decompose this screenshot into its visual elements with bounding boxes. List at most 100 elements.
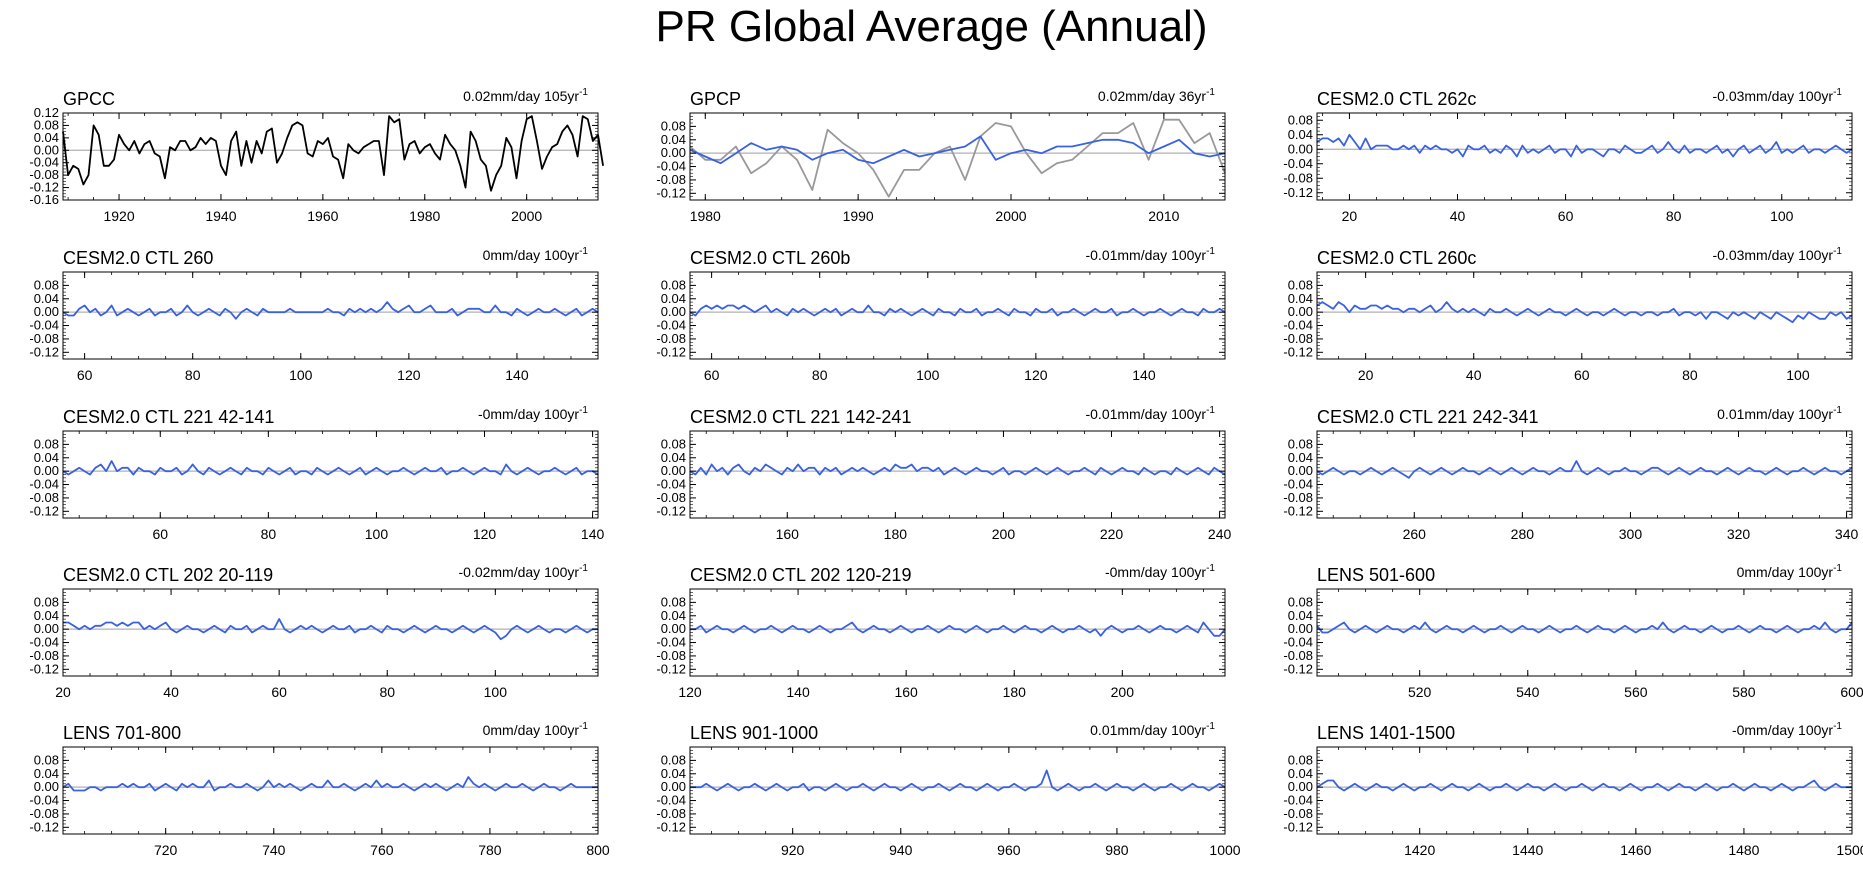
x-tick-label: 1500 bbox=[1836, 842, 1863, 858]
panel-title: CESM2.0 CTL 221 42-141 bbox=[63, 407, 274, 427]
y-tick-label: 0.08 bbox=[1288, 277, 1313, 292]
series-line bbox=[62, 301, 599, 320]
x-tick-label: 140 bbox=[1132, 367, 1156, 383]
series-line bbox=[689, 463, 1226, 476]
chart-panel: 160 180 200 220 2400.080.040.00-0.04-0.08-0.… bbox=[656, 405, 1231, 542]
chart-panel: 1980 1990 2000 2010 0.080.040.00-0.04-0.08-0… bbox=[656, 87, 1226, 224]
x-tick-label: 180 bbox=[884, 526, 908, 542]
x-tick-label: 560 bbox=[1624, 684, 1648, 700]
chart-panel: 120 140 160 180 200 0.080.040.00-0.04-0.08-0.… bbox=[656, 563, 1226, 700]
figure-title: PR Global Average (Annual) bbox=[655, 2, 1208, 51]
y-tick-label: 0.08 bbox=[661, 436, 686, 451]
trend-exponent: -1 bbox=[579, 721, 588, 732]
x-tick-label: 760 bbox=[370, 842, 394, 858]
y-tick-label: -0.04 bbox=[1283, 156, 1313, 171]
y-tick-label: -0.08 bbox=[1283, 331, 1313, 346]
y-tick-label: -0.12 bbox=[1283, 503, 1313, 518]
trend-label: -0.02mm/day 100yr-1 bbox=[458, 563, 588, 580]
plot-frame bbox=[62, 588, 599, 677]
panel-title: CESM2.0 CTL 202 20-119 bbox=[63, 565, 273, 585]
trend-exponent: -1 bbox=[1833, 721, 1842, 732]
y-tick-label: -0.12 bbox=[29, 344, 59, 359]
y-tick-label: -0.04 bbox=[656, 318, 686, 333]
trend-label: -0.01mm/day 100yr-1 bbox=[1085, 405, 1215, 422]
x-tick-label: 140 bbox=[505, 367, 529, 383]
x-tick-label: 20 bbox=[1342, 208, 1358, 224]
x-tick-label: 1990 bbox=[843, 208, 874, 224]
x-tick-label: 20 bbox=[1358, 367, 1374, 383]
y-tick-label: 0.00 bbox=[1288, 779, 1313, 794]
x-tick-label: 240 bbox=[1208, 526, 1232, 542]
trend-label: -0mm/day 100yr-1 bbox=[1105, 563, 1215, 580]
y-tick-label: -0.04 bbox=[29, 155, 59, 170]
y-tick-label: 0.08 bbox=[661, 752, 686, 767]
series-line bbox=[689, 304, 1226, 317]
y-tick-label: 0.00 bbox=[34, 621, 59, 636]
trend-exponent: -1 bbox=[1206, 721, 1215, 732]
y-tick-label: 0.00 bbox=[661, 145, 686, 160]
y-tick-label: 0.08 bbox=[1288, 112, 1313, 127]
plot-frame bbox=[689, 430, 1226, 519]
x-tick-label: 60 bbox=[1558, 208, 1574, 224]
trend-exponent: -1 bbox=[1833, 246, 1842, 257]
x-tick-label: 320 bbox=[1727, 526, 1751, 542]
x-tick-label: 1000 bbox=[1209, 842, 1240, 858]
x-tick-label: 80 bbox=[1666, 208, 1682, 224]
chart-panel: 60 80 100 120 140 0.080.040.00-0.04-0.08-0.12… bbox=[656, 246, 1226, 383]
plot-frame bbox=[1316, 588, 1853, 677]
plot-frame bbox=[62, 271, 599, 360]
x-tick-label: 60 bbox=[152, 526, 168, 542]
trend-value: 0mm/day 100yr bbox=[483, 722, 580, 738]
y-tick-label: 0.08 bbox=[34, 277, 59, 292]
panel-title: CESM2.0 CTL 260 bbox=[63, 248, 213, 268]
series-line bbox=[1316, 621, 1853, 634]
plot-frame bbox=[689, 588, 1226, 677]
y-tick-label: -0.08 bbox=[29, 331, 59, 346]
y-tick-label: -0.12 bbox=[1283, 185, 1313, 200]
y-tick-label: -0.04 bbox=[1283, 635, 1313, 650]
panel-title: CESM2.0 CTL 221 242-341 bbox=[1317, 407, 1538, 427]
x-tick-label: 100 bbox=[1786, 367, 1810, 383]
series-line bbox=[62, 115, 604, 192]
plot-frame bbox=[62, 112, 599, 201]
x-tick-label: 200 bbox=[1111, 684, 1135, 700]
y-tick-label: 0.08 bbox=[34, 594, 59, 609]
y-tick-label: -0.04 bbox=[656, 635, 686, 650]
y-tick-label: 0.04 bbox=[34, 130, 59, 145]
y-tick-label: 0.08 bbox=[661, 594, 686, 609]
y-tick-label: 0.08 bbox=[34, 117, 59, 132]
x-tick-label: 2000 bbox=[511, 208, 542, 224]
trend-value: -0.01mm/day 100yr bbox=[1085, 406, 1206, 422]
x-tick-label: 140 bbox=[786, 684, 810, 700]
trend-label: 0.01mm/day 100yr-1 bbox=[1717, 405, 1842, 422]
y-tick-label: -0.04 bbox=[1283, 477, 1313, 492]
y-tick-label: 0.08 bbox=[1288, 436, 1313, 451]
y-tick-label: 0.04 bbox=[1288, 766, 1313, 781]
y-tick-label: 0.04 bbox=[1288, 291, 1313, 306]
trend-value: -0.01mm/day 100yr bbox=[1085, 247, 1206, 263]
y-tick-label: 0.04 bbox=[661, 608, 686, 623]
panel-title: LENS 701-800 bbox=[63, 723, 181, 743]
series-line bbox=[1316, 460, 1853, 479]
plot-frame bbox=[1316, 112, 1853, 201]
chart-panel: 1920 1940 1960 1980 20000.120.080.040.00-0.0… bbox=[29, 87, 604, 224]
y-tick-label: -0.12 bbox=[656, 503, 686, 518]
y-tick-label: 0.00 bbox=[34, 463, 59, 478]
chart-panel: 20 40 60 80 100 0.080.040.00-0.04-0.08-0.12 CE… bbox=[1283, 246, 1853, 383]
x-tick-label: 120 bbox=[678, 684, 702, 700]
x-tick-label: 280 bbox=[1511, 526, 1535, 542]
panel-title: LENS 501-600 bbox=[1317, 565, 1435, 585]
trend-value: -0.03mm/day 100yr bbox=[1712, 247, 1833, 263]
y-tick-label: -0.12 bbox=[29, 661, 59, 676]
x-tick-label: 40 bbox=[1450, 208, 1466, 224]
chart-panel: 20 40 60 80 100 0.080.040.00-0.04-0.08-0.12 CE… bbox=[1283, 87, 1853, 224]
trend-label: -0mm/day 100yr-1 bbox=[478, 405, 588, 422]
x-tick-label: 1980 bbox=[409, 208, 440, 224]
panel-title: CESM2.0 CTL 260c bbox=[1317, 248, 1476, 268]
trend-exponent: -1 bbox=[1833, 563, 1842, 574]
y-tick-label: 0.12 bbox=[34, 105, 59, 120]
y-tick-label: -0.12 bbox=[656, 819, 686, 834]
series-line bbox=[1316, 779, 1852, 792]
trend-value: -0mm/day 100yr bbox=[478, 406, 579, 422]
y-tick-label: 0.04 bbox=[661, 291, 686, 306]
